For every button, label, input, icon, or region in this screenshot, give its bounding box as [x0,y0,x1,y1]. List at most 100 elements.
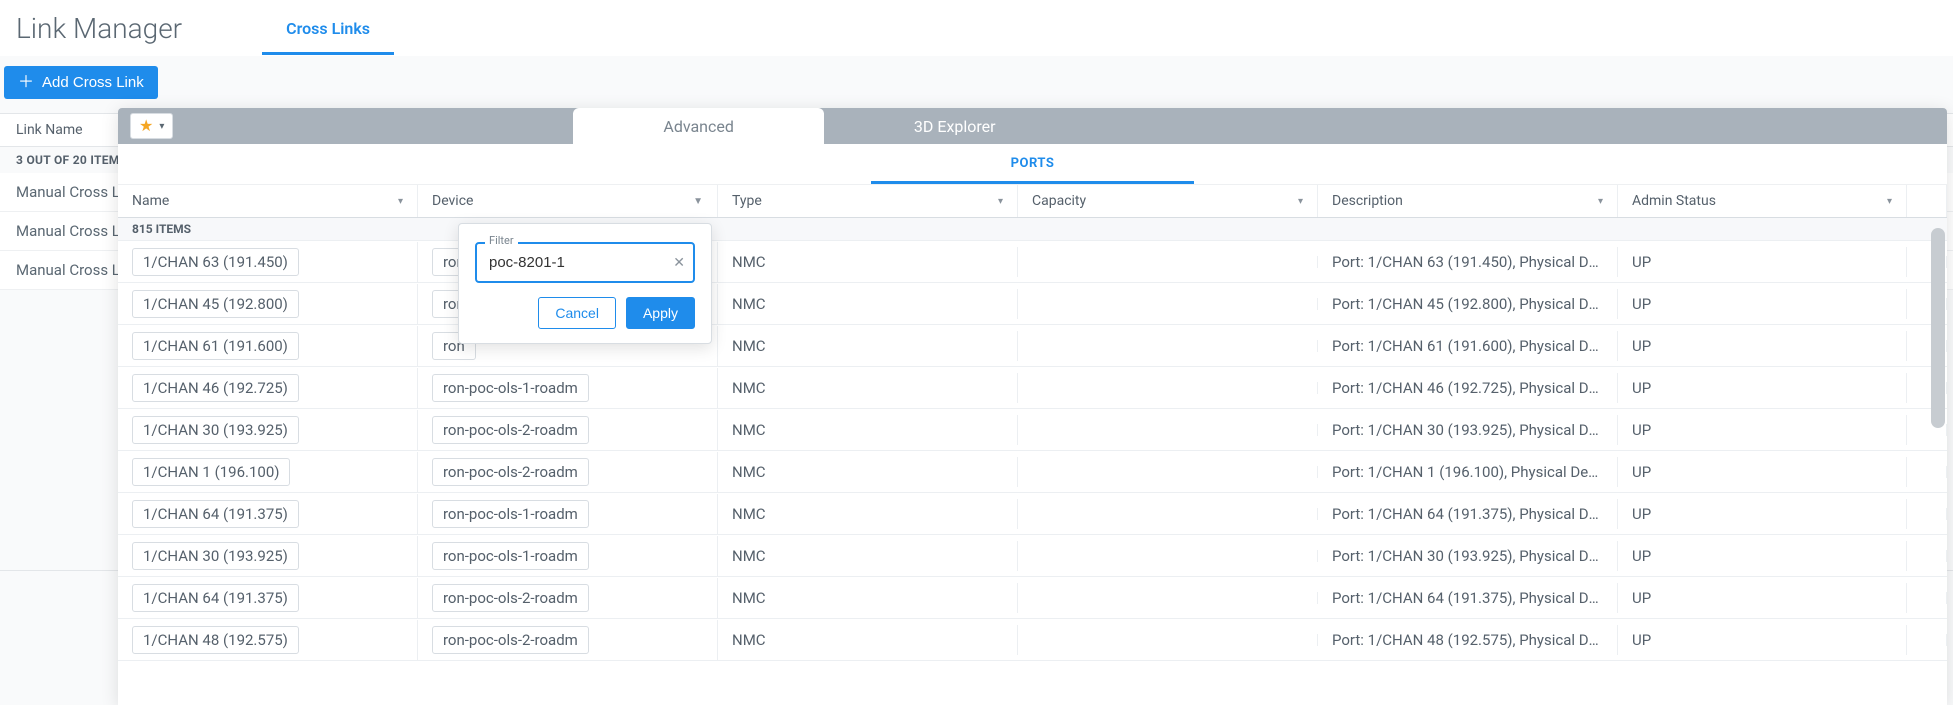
cell-description: Port: 1/CHAN 63 (191.450), Physical Dev… [1318,247,1618,277]
cell-admin-status: UP [1618,247,1907,277]
port-name-chip[interactable]: 1/CHAN 1 (196.100) [132,458,290,486]
cell-capacity [1018,424,1318,436]
cell-admin-status: UP [1618,499,1907,529]
cell-name: 1/CHAN 30 (193.925) [118,536,418,576]
cell-name: 1/CHAN 63 (191.450) [118,242,418,282]
cell-admin-status: UP [1618,331,1907,361]
table-row[interactable]: 1/CHAN 48 (192.575)ron-poc-ols-2-roadmNM… [118,619,1947,661]
cell-device: ron-poc-ols-1-roadm [418,494,718,534]
table-row[interactable]: 1/CHAN 30 (193.925) ron-poc-ols-2-roadm NM… [118,409,1947,451]
device-chip[interactable]: ron-poc-ols-1-roadm [432,542,589,570]
cell-spacer [1907,550,1947,562]
column-header-admin-status[interactable]: Admin Status ▾ [1618,185,1907,217]
tab-advanced[interactable]: Advanced [573,108,824,144]
table-row[interactable]: 1/CHAN 63 (191.450)ronNMCPort: 1/CHAN 63… [118,241,1947,283]
cell-description: Port: 1/CHAN 1 (196.100), Physical Devic… [1318,457,1618,487]
cell-name: 1/CHAN 48 (192.575) [118,620,418,660]
cell-name: 1/CHAN 46 (192.725) [118,368,418,408]
device-chip[interactable]: ron-poc-ols-1-roadm [432,374,589,402]
cell-type: NMC [718,331,1018,361]
cell-name: 1/CHAN 64 (191.375) [118,494,418,534]
cell-admin-status: UP [1618,457,1907,487]
cancel-button[interactable]: Cancel [538,297,616,329]
column-header-description[interactable]: Description ▾ [1318,185,1618,217]
cell-capacity [1018,550,1318,562]
port-name-chip[interactable]: 1/CHAN 46 (192.725) [132,374,299,402]
sort-icon: ▾ [1598,196,1603,207]
column-header-capacity-label: Capacity [1032,193,1086,209]
column-header-type[interactable]: Type ▾ [718,185,1018,217]
cell-type: NMC [718,457,1018,487]
cell-device: ron-poc-ols-1-roadm [418,536,718,576]
filter-label: Filter [485,234,518,247]
filter-active-icon: ▼ [693,196,703,207]
cell-spacer [1907,592,1947,604]
filter-input[interactable] [475,242,695,283]
apply-button[interactable]: Apply [626,297,695,329]
column-header-name[interactable]: Name ▾ [118,185,418,217]
column-header-capacity[interactable]: Capacity ▾ [1018,185,1318,217]
column-spacer [1907,185,1947,217]
table-row[interactable]: 1/CHAN 30 (193.925)ron-poc-ols-1-roadmNM… [118,535,1947,577]
cell-description: Port: 1/CHAN 46 (192.725), Physical Dev… [1318,373,1618,403]
device-filter-popover: Filter ✕ Cancel Apply [458,223,712,344]
device-chip[interactable]: ron-poc-ols-2-roadm [432,584,589,612]
ports-items-count: 815 ITEMS [118,218,1947,241]
cell-spacer [1907,508,1947,520]
cell-name: 1/CHAN 61 (191.600) [118,326,418,366]
port-name-chip[interactable]: 1/CHAN 64 (191.375) [132,500,299,528]
device-chip[interactable]: ron-poc-ols-2-roadm [432,626,589,654]
cell-capacity [1018,592,1318,604]
cell-description: Port: 1/CHAN 30 (193.925), Physical Dev… [1318,415,1618,445]
cell-description: Port: 1/CHAN 48 (192.575), Physical Dev… [1318,625,1618,655]
table-row[interactable]: 1/CHAN 1 (196.100) ron-poc-ols-2-roadm NMC… [118,451,1947,493]
cell-description: Port: 1/CHAN 61 (191.600), Physical Dev… [1318,331,1618,361]
port-name-chip[interactable]: 1/CHAN 48 (192.575) [132,626,299,654]
cell-type: NMC [718,415,1018,445]
table-row[interactable]: 1/CHAN 64 (191.375) ron-poc-ols-1-roadm NM… [118,493,1947,535]
cell-device: ron-poc-ols-1-roadm [418,368,718,408]
cell-capacity [1018,298,1318,310]
device-chip[interactable]: ron-poc-ols-1-roadm [432,500,589,528]
cell-admin-status: UP [1618,541,1907,571]
subtab-ports[interactable]: PORTS [871,144,1195,184]
table-row[interactable]: 1/CHAN 61 (191.600)ronNMCPort: 1/CHAN 61… [118,325,1947,367]
sort-icon: ▾ [998,196,1003,207]
column-header-device[interactable]: Device ▼ [418,185,718,217]
port-name-chip[interactable]: 1/CHAN 30 (193.925) [132,542,299,570]
scrollbar-thumb[interactable] [1931,228,1945,428]
port-name-chip[interactable]: 1/CHAN 61 (191.600) [132,332,299,360]
cell-description: Port: 1/CHAN 64 (191.375), Physical Dev… [1318,499,1618,529]
cell-capacity [1018,634,1318,646]
plus-icon: ＋ [18,75,34,91]
port-name-chip[interactable]: 1/CHAN 63 (191.450) [132,248,299,276]
cell-type: NMC [718,247,1018,277]
port-name-chip[interactable]: 1/CHAN 64 (191.375) [132,584,299,612]
cell-capacity [1018,466,1318,478]
port-name-chip[interactable]: 1/CHAN 30 (193.925) [132,416,299,444]
favorites-dropdown[interactable]: ★ ▾ [130,113,173,139]
star-icon: ★ [139,118,153,134]
device-chip[interactable]: ron-poc-ols-2-roadm [432,458,589,486]
column-header-device-label: Device [432,193,473,209]
table-row[interactable]: 1/CHAN 45 (192.800)ronNMCPort: 1/CHAN 45… [118,283,1947,325]
cell-capacity [1018,256,1318,268]
cell-device: ron-poc-ols-2-roadm [418,620,718,660]
tab-cross-links[interactable]: Cross Links [262,1,394,55]
cell-capacity [1018,508,1318,520]
cell-description: Port: 1/CHAN 30 (193.925), Physical Dev… [1318,541,1618,571]
device-chip[interactable]: ron-poc-ols-2-roadm [432,416,589,444]
tab-3d-explorer[interactable]: 3D Explorer [824,108,1086,144]
column-header-admin-status-label: Admin Status [1632,193,1716,209]
add-cross-link-label: Add Cross Link [42,74,144,91]
cell-admin-status: UP [1618,625,1907,655]
port-name-chip[interactable]: 1/CHAN 45 (192.800) [132,290,299,318]
column-header-type-label: Type [732,193,762,209]
ports-explorer-panel: ★ ▾ Advanced 3D Explorer PORTS Name ▾ De… [118,108,1947,705]
table-row[interactable]: 1/CHAN 46 (192.725)ron-poc-ols-1-roadmNM… [118,367,1947,409]
add-cross-link-button[interactable]: ＋ Add Cross Link [4,66,158,99]
cell-capacity [1018,340,1318,352]
table-row[interactable]: 1/CHAN 64 (191.375)ron-poc-ols-2-roadmNM… [118,577,1947,619]
cell-type: NMC [718,499,1018,529]
clear-filter-icon[interactable]: ✕ [673,255,685,271]
